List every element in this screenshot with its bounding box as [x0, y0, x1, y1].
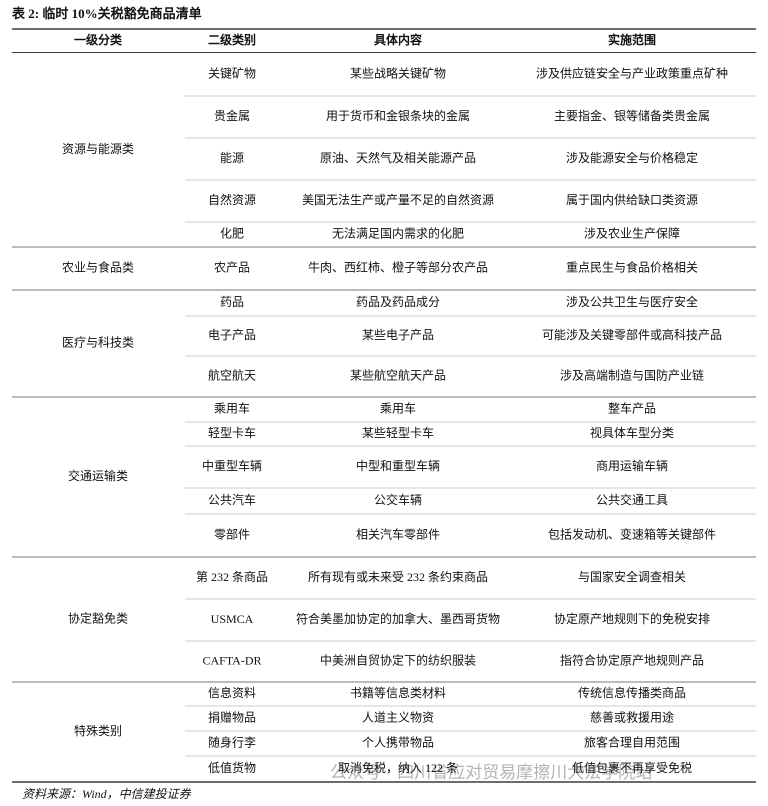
table-cell: 旅客合理自用范围 [584, 734, 680, 749]
table-cell: 能源 [220, 151, 244, 165]
table-cell: 某些轻型卡车 [362, 425, 434, 440]
table-cell: 涉及公共卫生与医疗安全 [566, 294, 698, 309]
table-cell: 某些电子产品 [362, 328, 434, 342]
table-cell: 公共交通工具 [596, 492, 668, 507]
table-cell: 信息资料 [208, 685, 256, 700]
table-cell: 第 232 条商品 [196, 569, 268, 584]
table-cell: CAFTA-DR [202, 653, 261, 667]
table-cell: 整车产品 [608, 400, 656, 415]
table-cell: 包括发动机、变速箱等关键部件 [548, 526, 716, 541]
table-cell: 化肥 [220, 226, 244, 240]
table-cell: 与国家安全调查相关 [578, 569, 686, 584]
group-cell: 特殊类别 [74, 723, 122, 738]
table-cell: 涉及农业生产保障 [584, 225, 680, 240]
table-cell: 中重型车辆 [202, 458, 262, 473]
table-cell: 重点民生与食品价格相关 [566, 259, 698, 274]
table-cell: 农产品 [214, 260, 250, 274]
table-cell: 航空航天 [208, 367, 256, 382]
table-cell: 轻型卡车 [208, 425, 256, 440]
group-cell: 交通运输类 [68, 468, 128, 483]
table-cell: 书籍等信息类材料 [350, 685, 446, 700]
table-cell: 原油、天然气及相关能源产品 [320, 150, 476, 165]
table-cell: 关键矿物 [208, 66, 256, 80]
header-cell: 二级类别 [208, 32, 256, 47]
table-cell: 主要指金、银等储备类贵金属 [554, 108, 710, 123]
group-cell: 医疗与科技类 [62, 335, 134, 349]
table-cell: 公共汽车 [208, 492, 256, 507]
table-cell: 所有现有或未来受 232 条约束商品 [308, 569, 488, 584]
table-cell: 属于国内供给缺口类资源 [566, 192, 698, 207]
table-cell: 公交车辆 [374, 492, 422, 507]
table-cell: 慈善或救援用途 [590, 709, 674, 724]
table-cell: 中美洲自贸协定下的纺织服装 [320, 652, 476, 667]
table-title: 表 2: 临时 10%关税豁免商品清单 [11, 6, 202, 21]
table-cell: 个人携带物品 [362, 734, 434, 749]
table-cell: 美国无法生产或产量不足的自然资源 [302, 192, 494, 207]
table-cell: 低值包裹不再享受免税 [572, 760, 692, 775]
table-cell: 中型和重型车辆 [356, 458, 440, 473]
header-cell: 一级分类 [74, 32, 123, 47]
table-cell: 药品 [220, 295, 244, 309]
table-cell: USMCA [211, 612, 254, 626]
table-cell: 电子产品 [208, 328, 256, 342]
table-cell: 符合美墨加协定的加拿大、墨西哥货物 [296, 611, 500, 626]
group-cell: 农业与食品类 [62, 259, 134, 274]
table-cell: 用于货币和金银条块的金属 [326, 108, 470, 123]
table-cell: 涉及供应链安全与产业政策重点矿种 [536, 65, 728, 80]
table-cell: 传统信息传播类商品 [578, 685, 686, 700]
header-cell: 实施范围 [608, 32, 656, 47]
table-cell: 无法满足国内需求的化肥 [332, 225, 464, 240]
table-cell: 人道主义物资 [362, 710, 434, 724]
table-cell: 零部件 [214, 526, 250, 541]
table-cell: 贵金属 [214, 108, 250, 123]
table-cell: 涉及能源安全与价格稳定 [566, 150, 698, 165]
header-cell: 具体内容 [374, 32, 422, 47]
table-cell: 取消免税，纳入 122 条 [338, 760, 458, 775]
table-cell: 商用运输车辆 [596, 458, 668, 473]
table-cell: 相关汽车零部件 [356, 526, 440, 541]
table-cell: 捐赠物品 [208, 710, 256, 724]
table-cell: 某些航空航天产品 [350, 367, 446, 382]
source-note: 资料来源：Wind，中信建投证券 [22, 787, 192, 801]
group-cell: 资源与能源类 [62, 142, 134, 156]
group-cell: 协定豁免类 [68, 610, 128, 625]
table-cell: 涉及高端制造与国防产业链 [560, 367, 704, 382]
table-cell: 某些战略关键矿物 [350, 65, 446, 80]
table-cell: 乘用车 [214, 400, 250, 415]
table-cell: 自然资源 [208, 192, 256, 207]
table-cell: 药品及药品成分 [356, 295, 440, 309]
table-cell: 可能涉及关键零部件或高科技产品 [542, 327, 722, 342]
table-cell: 乘用车 [380, 400, 416, 415]
table-cell: 低值货物 [208, 760, 256, 775]
table-cell: 视具体车型分类 [590, 425, 674, 440]
table-cell: 指符合协定原产地规则产品 [560, 652, 704, 667]
table-cell: 随身行李 [208, 734, 256, 749]
table-cell: 牛肉、西红柿、橙子等部分农产品 [308, 259, 488, 274]
watermark: 公众号 · 四川省应对贸易摩擦川大法学院站 [330, 763, 652, 783]
table-cell: 协定原产地规则下的免税安排 [554, 611, 710, 626]
